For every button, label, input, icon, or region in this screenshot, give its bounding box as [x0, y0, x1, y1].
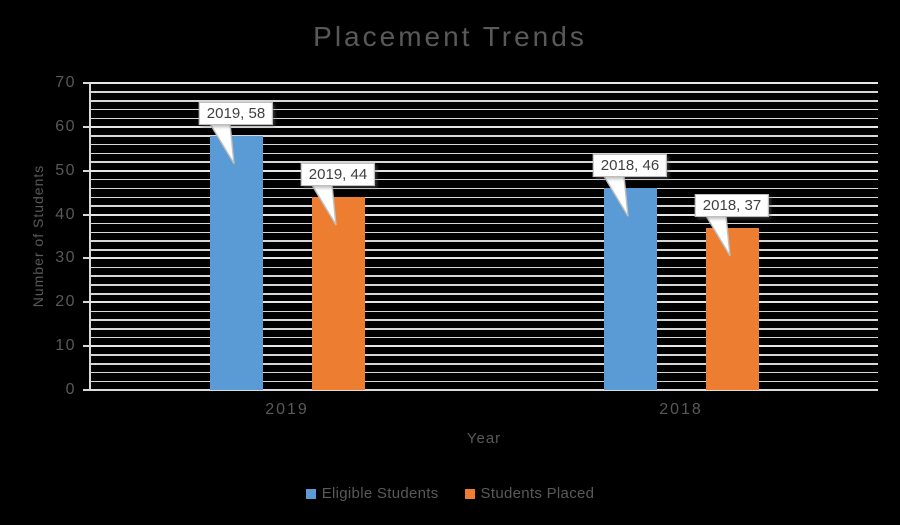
minor-gridline — [90, 117, 878, 120]
minor-gridline — [90, 328, 878, 330]
y-axis-tick — [83, 257, 90, 260]
minor-gridline — [90, 178, 878, 181]
minor-gridline — [90, 152, 878, 155]
major-gridline — [90, 213, 878, 216]
minor-gridline — [90, 205, 878, 207]
chart-title: Placement Trends — [313, 21, 587, 52]
y-axis-tick — [83, 345, 90, 348]
y-axis-line — [89, 83, 91, 391]
x-axis-tick-label: 2019 — [265, 401, 309, 418]
y-axis-tick-label: 40 — [55, 205, 76, 223]
minor-gridline — [90, 371, 878, 374]
bar-eligible-students-2019 — [209, 135, 263, 390]
legend: Eligible Students Students Placed — [0, 485, 900, 502]
minor-gridline — [90, 100, 878, 102]
major-gridline — [90, 82, 878, 84]
minor-gridline — [90, 222, 878, 225]
minor-gridline — [90, 135, 878, 137]
minor-gridline — [90, 91, 878, 93]
legend-swatch-blue-icon — [305, 488, 316, 499]
y-axis-tick-label: 50 — [55, 161, 76, 179]
legend-swatch-orange-icon — [464, 488, 475, 499]
y-axis-tick-label: 60 — [55, 117, 76, 135]
minor-gridline — [90, 319, 878, 321]
y-axis-tick — [83, 169, 90, 172]
y-axis-tick-label: 10 — [55, 337, 76, 355]
y-axis-tick — [83, 301, 90, 304]
major-gridline — [90, 125, 878, 128]
y-axis-tick — [83, 389, 90, 391]
minor-gridline — [90, 143, 878, 146]
minor-gridline — [90, 266, 878, 269]
y-axis-title: Number of Students — [30, 164, 46, 308]
minor-gridline — [90, 108, 878, 111]
data-label-callout: 2018, 46 — [592, 154, 668, 178]
minor-gridline — [90, 363, 878, 365]
y-axis-tick-label: 0 — [65, 381, 76, 398]
minor-gridline — [90, 293, 878, 295]
major-gridline — [90, 169, 878, 172]
minor-gridline — [90, 275, 878, 277]
bar-eligible-students-2018 — [603, 188, 657, 390]
data-label-callout: 2018, 37 — [694, 193, 770, 217]
minor-gridline — [90, 336, 878, 339]
minor-gridline — [90, 284, 878, 286]
major-gridline — [90, 345, 878, 348]
minor-gridline — [90, 249, 878, 251]
legend-item-eligible-students: Eligible Students — [305, 485, 439, 502]
data-label-callout: 2019, 44 — [300, 163, 376, 187]
x-axis-line — [83, 389, 878, 391]
x-axis-tick-label: 2018 — [659, 401, 703, 418]
major-gridline — [90, 301, 878, 304]
bar-students-placed-2019 — [311, 197, 365, 390]
minor-gridline — [90, 310, 878, 313]
y-axis-tick — [83, 213, 90, 216]
minor-gridline — [90, 240, 878, 242]
minor-gridline — [90, 231, 878, 234]
legend-label-students-placed: Students Placed — [480, 485, 595, 502]
bar-students-placed-2018 — [705, 227, 759, 390]
y-axis-tick-label: 70 — [55, 74, 76, 91]
minor-gridline — [90, 354, 878, 356]
legend-label-eligible-students: Eligible Students — [321, 485, 439, 502]
minor-gridline — [90, 380, 878, 383]
legend-item-students-placed: Students Placed — [464, 485, 595, 502]
y-axis-tick-label: 20 — [55, 293, 76, 311]
y-axis-tick-label: 30 — [55, 249, 76, 267]
x-axis-title: Year — [466, 430, 502, 447]
minor-gridline — [90, 187, 878, 190]
minor-gridline — [90, 196, 878, 199]
minor-gridline — [90, 161, 878, 163]
data-label-callout: 2019, 58 — [198, 101, 274, 125]
major-gridline — [90, 257, 878, 260]
y-axis-tick — [83, 125, 90, 128]
y-axis-tick — [83, 82, 90, 84]
